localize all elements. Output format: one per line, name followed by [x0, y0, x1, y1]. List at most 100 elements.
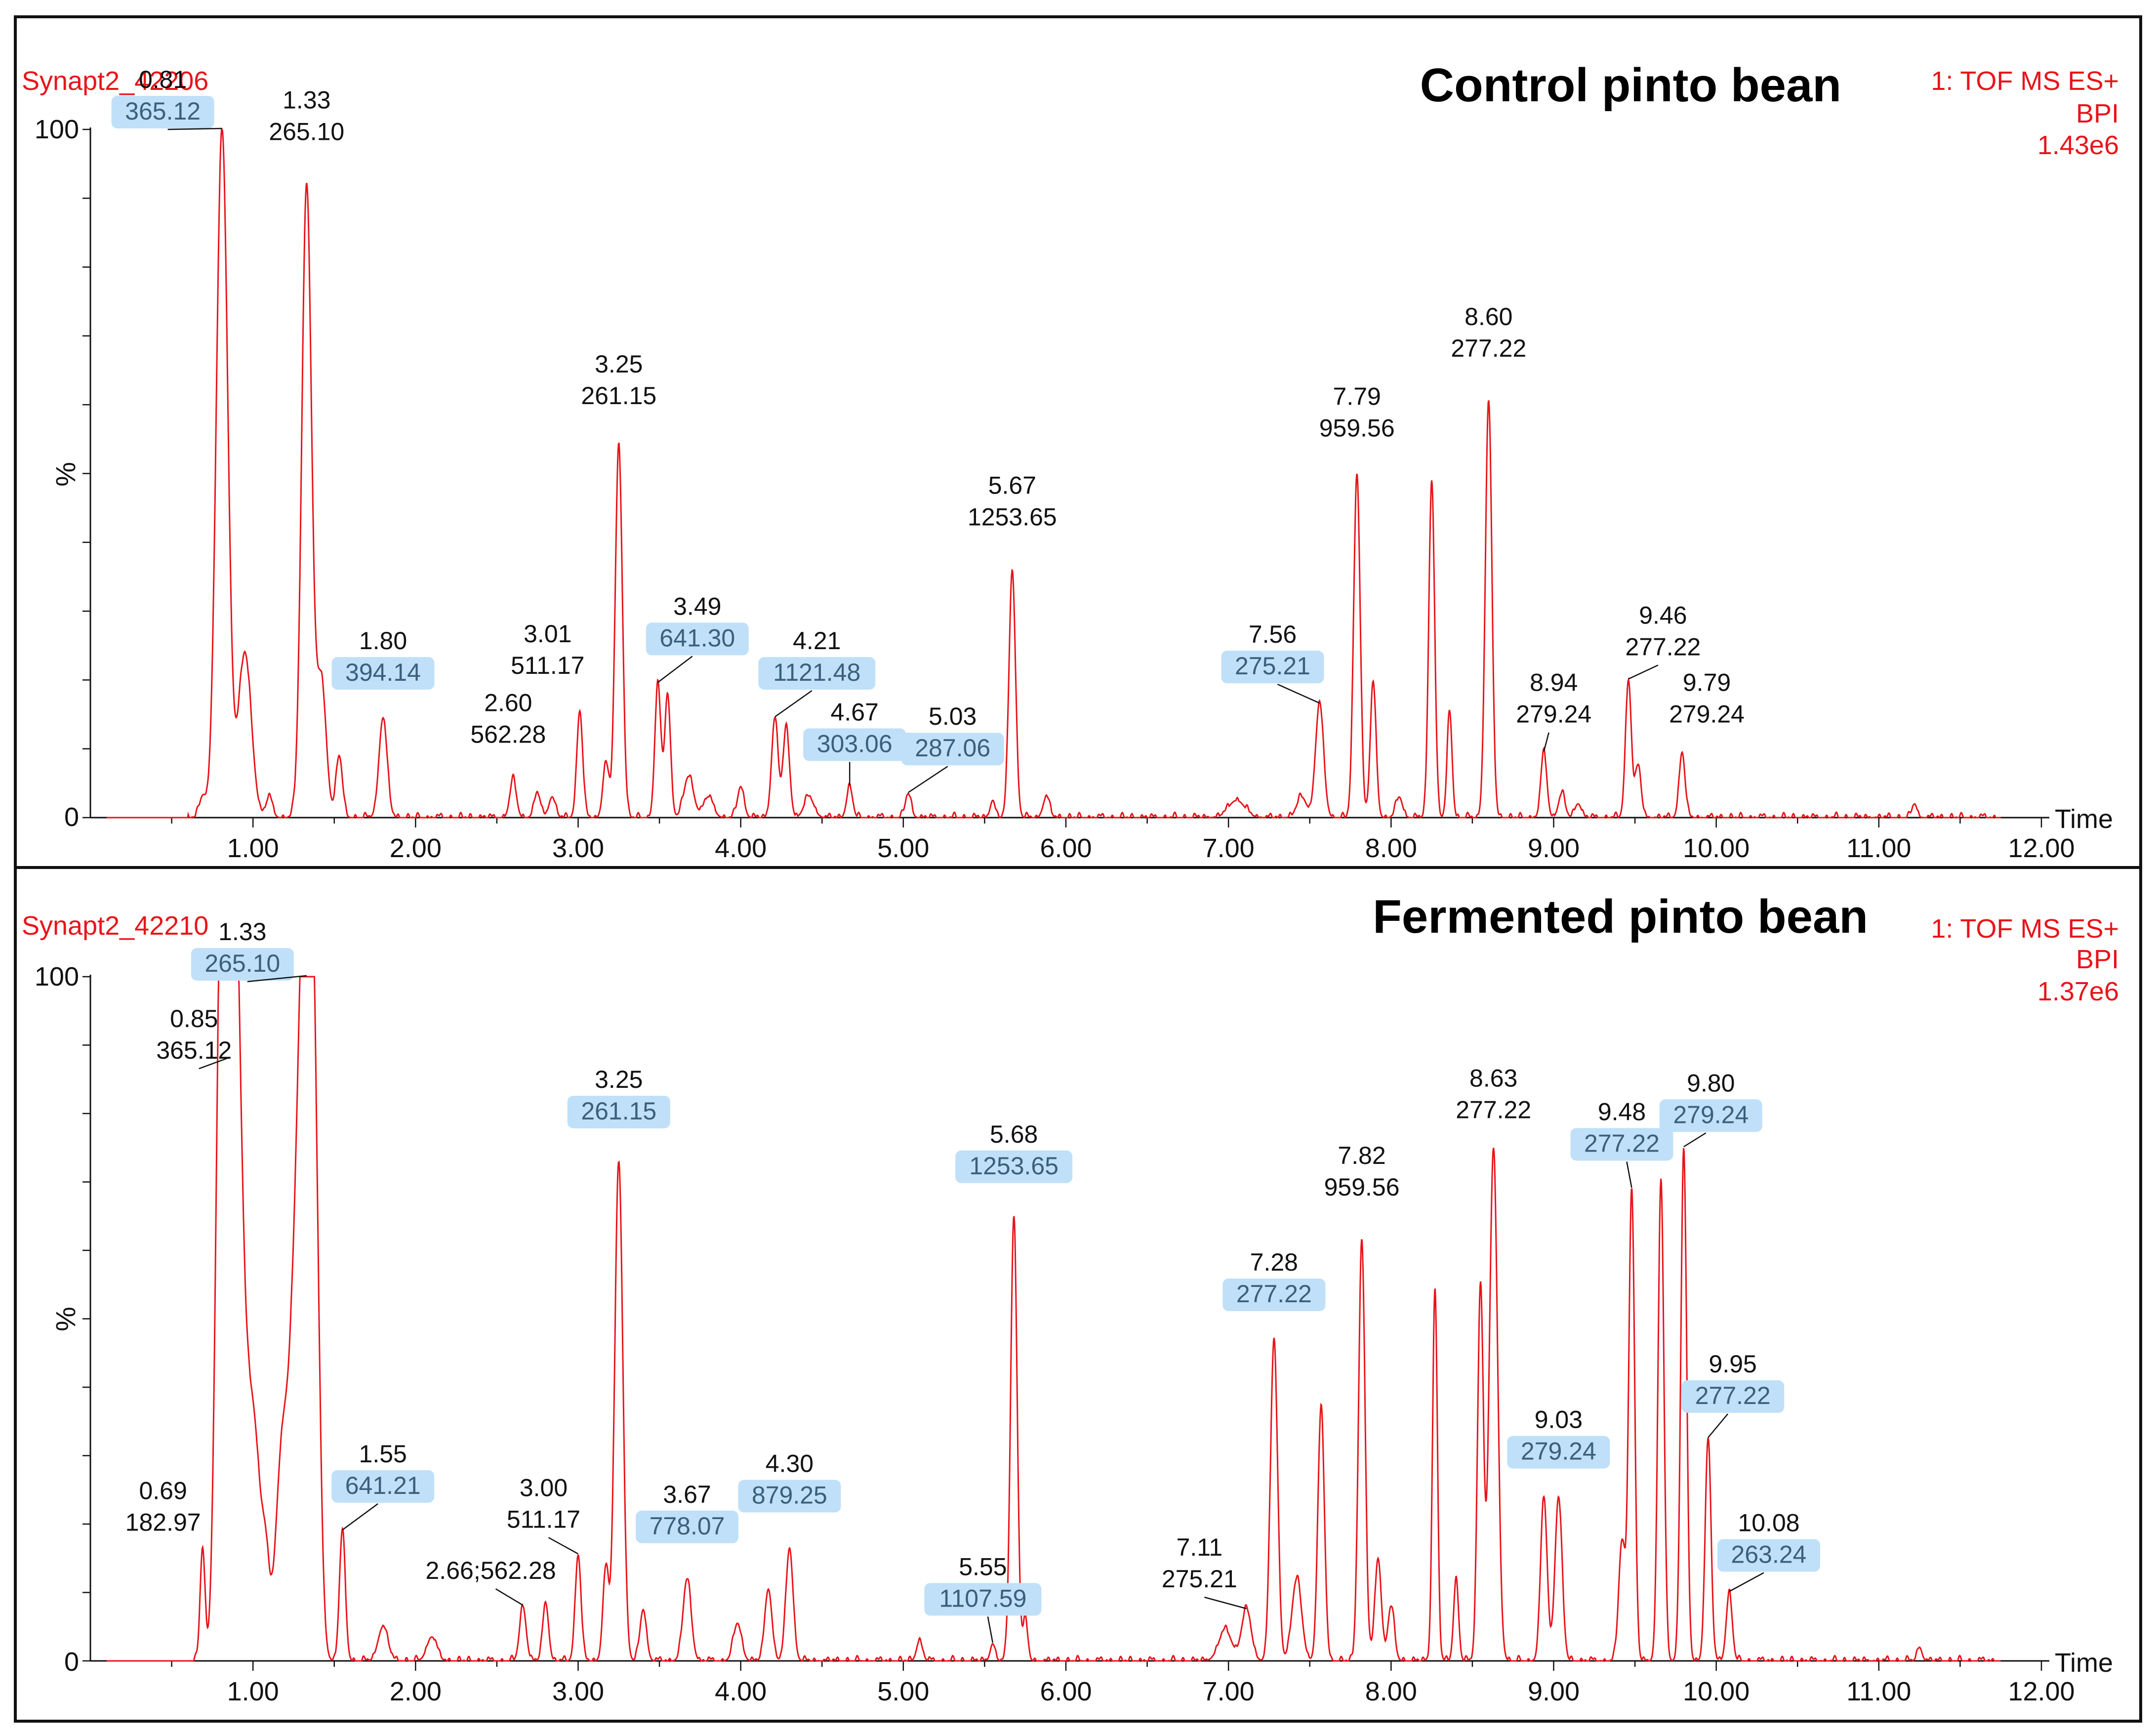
- peak-label-3.25: 3.25 261.15: [567, 1066, 670, 1128]
- peak-rt-label: 1.80: [359, 627, 407, 655]
- peak-rt-label: 5.68: [990, 1120, 1038, 1148]
- peak-rt-label: 9.03: [1535, 1406, 1583, 1434]
- y-tick-label-0: 0: [64, 1647, 79, 1677]
- peak-rt-label: 7.11: [1177, 1533, 1223, 1561]
- x-tick-label: 12.00: [2008, 1677, 2075, 1706]
- bpi-trace: [106, 976, 2001, 1662]
- peak-mz-label: 1253.65: [968, 503, 1057, 531]
- peak-rt-label: 3.25: [595, 1066, 643, 1093]
- peak-rt-label: 8.60: [1464, 303, 1512, 330]
- peak-mz-label: 279.24: [1521, 1438, 1596, 1465]
- peak-mz-label: 365.12: [156, 1036, 232, 1064]
- mz-highlight: [924, 1583, 1042, 1616]
- mz-highlight: [636, 1510, 739, 1543]
- peak-mz-label: 641.30: [659, 624, 735, 652]
- label-leader: [548, 1537, 579, 1555]
- x-tick-label: 3.00: [552, 1677, 604, 1706]
- peak-mz-label: 778.07: [650, 1512, 725, 1540]
- peak-mz-label: 275.21: [1235, 652, 1310, 680]
- peak-label-7.28: 7.28 277.22: [1222, 1248, 1326, 1312]
- peak-mz-label: 279.24: [1669, 701, 1745, 728]
- mz-highlight: [331, 657, 435, 690]
- peak-rt-label: 9.48: [1598, 1098, 1646, 1125]
- peak-rt-label: 4.30: [766, 1449, 814, 1477]
- peak-label-5.67: 5.67 1253.65: [968, 472, 1057, 531]
- mz-highlight: [1222, 1279, 1326, 1312]
- peak-label-3.49: 3.49 641.30: [646, 592, 749, 683]
- peak-rt-label: 3.01: [524, 620, 571, 648]
- mz-highlight: [1507, 1436, 1610, 1469]
- peak-label-9.03: 9.03 279.24: [1507, 1406, 1610, 1469]
- peak-label-7.11: 7.11 275.21: [1162, 1533, 1247, 1610]
- x-tick-label: 9.00: [1528, 833, 1580, 863]
- label-leader: [1543, 732, 1549, 751]
- peak-label-2.60: 2.60 562.28: [470, 689, 546, 748]
- label-leader: [1204, 1596, 1247, 1610]
- peak-rt-label: 4.21: [793, 627, 841, 655]
- peak-rt-label: 9.95: [1709, 1350, 1757, 1378]
- peak-mz-label: 562.28: [470, 720, 546, 748]
- x-tick-label: 7.00: [1203, 1677, 1255, 1706]
- peak-rt-label: 8.94: [1530, 669, 1578, 697]
- peak-mz-label: 277.22: [1236, 1280, 1312, 1308]
- peak-mz-label: 511.17: [507, 1505, 580, 1533]
- peak-mz-label: 1107.59: [939, 1584, 1026, 1612]
- peak-label-1.33: 1.33 265.10: [191, 918, 307, 983]
- peak-rt-label: 7.82: [1338, 1142, 1385, 1169]
- label-leader: [167, 127, 222, 130]
- peak-rt-label: 0.69: [139, 1477, 187, 1504]
- peak-label-0.81: 0.81 365.12: [111, 66, 222, 130]
- label-leader: [987, 1616, 994, 1643]
- peak-label-3.01: 3.01 511.17: [511, 620, 584, 679]
- mz-highlight: [111, 96, 214, 128]
- label-leader: [1708, 1413, 1729, 1438]
- peak-mz-label: 511.17: [511, 652, 584, 679]
- peak-mz-label: 277.22: [1456, 1096, 1531, 1123]
- intensity-label: 1.37e6: [2037, 977, 2119, 1006]
- x-tick-label: 6.00: [1040, 833, 1092, 863]
- peak-rt-label: 5.03: [929, 702, 976, 730]
- mz-highlight: [901, 733, 1004, 766]
- peak-label-9.79: 9.79 279.24: [1669, 669, 1745, 728]
- sample-id: Synapt2_42206: [22, 66, 208, 96]
- peak-rt-label: 1.33: [283, 86, 330, 114]
- peak-label-0.69: 0.69 182.97: [125, 1477, 201, 1536]
- peak-mz-label: 261.15: [581, 1097, 656, 1125]
- peak-rt-label: 3.25: [595, 350, 643, 378]
- peak-label-3.67: 3.67 778.07: [636, 1481, 739, 1543]
- peak-label-9.80: 9.80 279.24: [1659, 1069, 1762, 1148]
- peak-rt-label: 3.49: [673, 592, 721, 620]
- chart-title: Control pinto bean: [1420, 59, 1841, 112]
- mz-highlight: [758, 657, 876, 690]
- peak-rt-label: 0.85: [170, 1005, 218, 1033]
- peak-label-7.82: 7.82 959.56: [1324, 1142, 1400, 1201]
- peak-label-7.56: 7.56 275.21: [1221, 620, 1324, 704]
- peak-label-8.63: 8.63 277.22: [1456, 1064, 1531, 1123]
- y-axis-label: %: [50, 1307, 81, 1331]
- mz-highlight: [1717, 1539, 1820, 1572]
- peak-label-0.85: 0.85 365.12: [156, 1005, 232, 1070]
- peak-label-9.46: 9.46 277.22: [1625, 601, 1701, 680]
- x-tick-label: 6.00: [1040, 1677, 1092, 1706]
- peak-rt-label: 7.56: [1249, 620, 1297, 648]
- peak-rt-label: 3.67: [663, 1481, 711, 1508]
- peak-label-2.665: 2.66;562.28: [426, 1557, 556, 1606]
- mz-highlight: [955, 1150, 1073, 1183]
- detector-label: 1: TOF MS ES+: [1931, 914, 2119, 944]
- label-leader: [908, 766, 948, 793]
- peak-label-3.00: 3.00 511.17: [507, 1474, 580, 1555]
- peak-rt-label: 0.81: [139, 66, 187, 93]
- x-tick-label: 11.00: [1846, 833, 1911, 863]
- x-tick-label: 8.00: [1365, 833, 1417, 863]
- label-leader: [1683, 1132, 1707, 1148]
- x-tick-label: 4.00: [715, 833, 767, 863]
- label-leader: [774, 690, 813, 718]
- x-tick-label: 9.00: [1528, 1677, 1580, 1706]
- peak-mz-label: 277.22: [1451, 334, 1526, 362]
- peak-rt-label: 9.80: [1687, 1069, 1735, 1097]
- label-leader: [1628, 664, 1659, 680]
- peak-label-4.21: 4.21 1121.48: [758, 627, 876, 718]
- fermented-chromatogram-panel: Synapt2_42210 Fermented pinto bean 1: TO…: [14, 866, 2142, 1723]
- label-leader: [1729, 1572, 1764, 1592]
